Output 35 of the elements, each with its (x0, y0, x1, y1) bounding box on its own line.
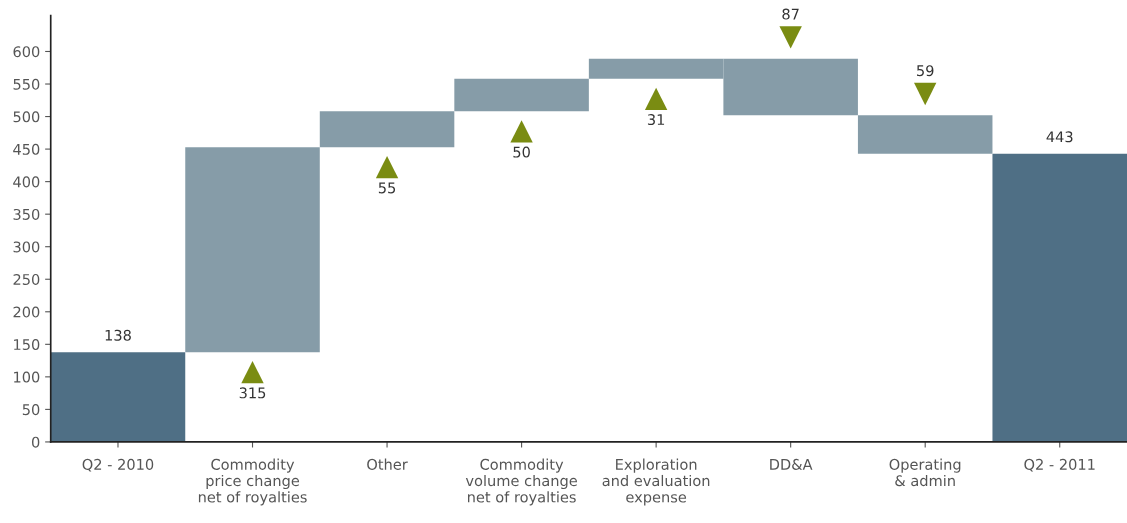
y-tick-label: 0 (31, 436, 40, 448)
bar (319, 111, 455, 148)
y-tick-label: 300 (13, 241, 40, 253)
y-tick-label: 400 (13, 176, 40, 188)
data-label: 31 (647, 114, 665, 126)
y-tick-label: 150 (14, 339, 40, 351)
y-tick-label: 350 (13, 208, 40, 220)
bar (992, 153, 1127, 442)
x-tick-label: Exploration and evaluation expense (602, 458, 710, 506)
data-label: 55 (378, 182, 396, 194)
x-tick-label: Commodity volume change net of royalties (465, 458, 577, 506)
y-tick-label: 500 (13, 111, 40, 123)
data-label: 50 (513, 146, 530, 158)
x-tick-label: Commodity price change net of royalties (198, 458, 307, 506)
y-tick-label: 450 (13, 143, 40, 155)
bar (857, 115, 993, 154)
y-tick-label: 200 (13, 306, 40, 318)
y-tick-label: 550 (13, 78, 40, 90)
x-tick-label: DD&A (770, 458, 813, 470)
bar (185, 147, 320, 353)
bar (454, 78, 589, 112)
y-tick-label: 100 (14, 371, 40, 383)
x-tick-label: Operating & admin (889, 458, 961, 487)
data-label: 138 (105, 329, 131, 341)
x-tick-label: Other (367, 458, 408, 470)
y-tick-label: 600 (13, 46, 40, 58)
bar (50, 352, 186, 442)
y-tick-label: 50 (22, 404, 40, 416)
data-label: 315 (239, 387, 266, 399)
x-tick-label: Q2 - 2010 (82, 458, 154, 472)
data-label: 59 (917, 65, 934, 77)
data-label: 87 (782, 8, 799, 20)
data-label: 443 (1046, 131, 1073, 143)
y-tick-label: 250 (13, 273, 40, 285)
x-tick-label: Q2 - 2011 (1024, 458, 1095, 472)
